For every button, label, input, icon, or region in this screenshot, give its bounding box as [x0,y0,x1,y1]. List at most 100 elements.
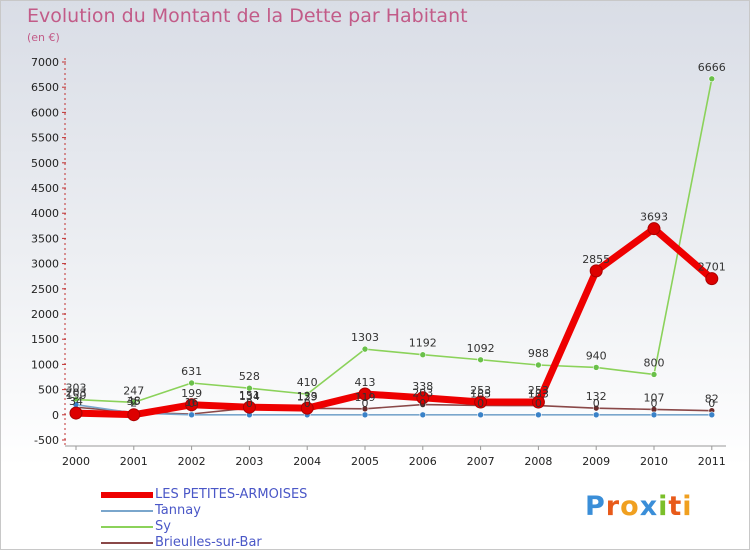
x-tick-label: 2010 [640,455,668,468]
data-label: 0 [593,397,600,410]
data-point [300,401,314,415]
data-label: 0 [535,397,542,410]
legend-swatch [101,510,153,512]
data-point [127,408,141,422]
data-label: 1303 [351,331,379,344]
data-label: 183 [528,388,549,401]
data-point [358,387,372,401]
data-label: 134 [239,390,260,403]
data-label: 0 [246,397,253,410]
legend-label: Sy [155,519,171,534]
data-point [535,411,542,419]
data-label: 528 [239,370,260,383]
data-point [130,399,138,406]
legend-swatch [101,526,153,528]
data-point [188,411,195,419]
chart-title: Evolution du Montant de la Dette par Hab… [27,5,468,27]
data-label: 1192 [409,337,437,350]
y-tick-label: 4000 [31,207,59,220]
data-label: 0 [419,397,426,410]
y-tick-label: 5000 [31,157,59,170]
data-label: 129 [297,390,318,403]
data-label: 631 [181,365,202,378]
logo-letter: o [620,491,640,522]
data-point [361,411,369,419]
data-label: 413 [355,376,376,389]
data-label: 119 [355,391,376,404]
data-label: 203 [66,387,87,400]
data-label: 2701 [698,261,726,274]
data-point [303,390,311,398]
data-label: 2 [130,397,137,410]
y-tick-label: -500 [34,434,59,447]
data-point [69,406,83,420]
x-tick-label: 2006 [409,455,437,468]
data-label: 410 [297,376,318,389]
data-point [592,411,600,419]
data-point [419,351,427,359]
data-point [535,361,542,369]
data-point [592,364,600,371]
y-tick-label: 6000 [31,106,59,119]
data-point [185,398,199,412]
data-label: 185 [470,387,491,400]
data-point [650,371,658,378]
data-point [416,391,430,405]
data-point [474,395,488,409]
data-label: 303 [66,382,87,395]
data-label: 82 [705,393,719,406]
y-tick-label: 0 [52,409,59,422]
data-point [647,222,661,236]
data-label: 0 [708,397,715,410]
data-label: 150 [66,389,87,402]
y-tick-label: 2000 [31,308,59,321]
data-label: 35 [127,395,141,408]
data-label: 0 [477,397,484,410]
data-point [188,379,195,387]
y-tick-label: 6500 [31,81,59,94]
data-point [531,395,545,409]
data-label: 0 [362,397,369,410]
proxiti-logo: Proxiti [585,491,693,522]
logo-letter: i [658,491,669,522]
data-label: 0 [304,397,311,410]
x-tick-label: 2001 [120,455,148,468]
data-label: 16 [185,396,199,409]
data-label: 6666 [698,61,726,74]
series-line [75,403,713,416]
data-label: 338 [412,380,433,393]
data-label: 151 [239,389,260,402]
y-tick-label: 1500 [31,333,59,346]
logo-letter: x [639,491,659,522]
y-tick-label: 5500 [31,132,59,145]
legend-swatch [101,542,153,544]
legend-label: LES PETITES-ARMOISES [155,487,308,502]
legend-label: Tannay [155,503,201,518]
y-tick-label: 3000 [31,258,59,271]
data-label: 48 [127,394,141,407]
data-point [477,411,484,419]
logo-letter: r [605,491,621,522]
x-tick-label: 2008 [524,455,552,468]
x-tick-label: 2011 [698,455,726,468]
x-tick-label: 2000 [62,455,90,468]
data-label: 199 [181,387,202,400]
data-label: 132 [586,390,607,403]
x-tick-label: 2003 [235,455,263,468]
data-label: 0 [651,397,658,410]
data-point [242,400,256,414]
data-point [592,404,600,412]
series-line [72,225,716,419]
data-point [650,411,658,419]
y-tick-label: 1000 [31,358,59,371]
logo-letter: i [682,491,693,522]
data-label: 253 [528,384,549,397]
data-point [708,411,716,419]
y-tick-label: 4500 [31,182,59,195]
logo-letter: P [585,491,606,522]
x-tick-label: 2005 [351,455,379,468]
y-tick-label: 3500 [31,232,59,245]
data-point [246,384,253,392]
